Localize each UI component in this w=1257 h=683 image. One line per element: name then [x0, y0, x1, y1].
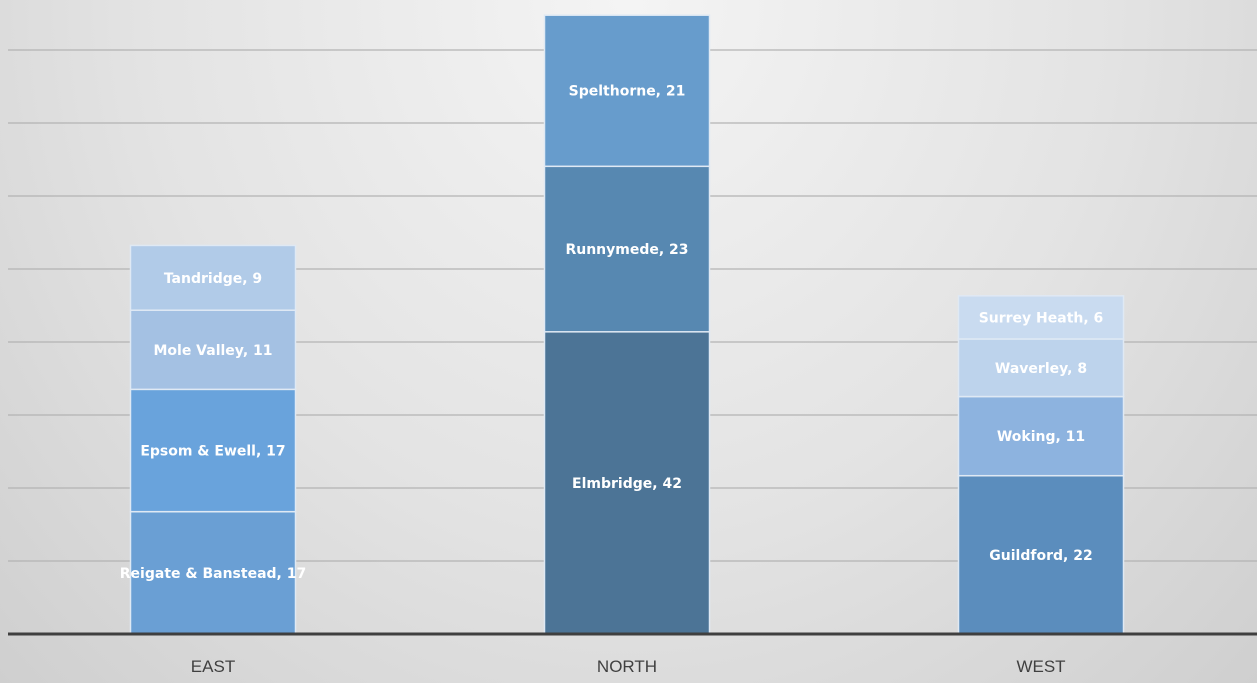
bar-segment — [129, 510, 297, 635]
category-label: NORTH — [597, 657, 657, 676]
bar-segment — [543, 14, 711, 168]
data-label: Waverley, 8 — [995, 361, 1087, 377]
data-label: Woking, 11 — [997, 429, 1085, 445]
bar-segment — [129, 309, 297, 391]
bar-segment — [129, 388, 297, 513]
data-label: Epsom & Ewell, 17 — [140, 444, 285, 460]
bar-segment — [543, 165, 711, 333]
bar-segment — [957, 474, 1125, 635]
bar-segment — [957, 395, 1125, 477]
data-label: Runnymede, 23 — [565, 242, 688, 258]
data-label: Tandridge, 9 — [164, 271, 262, 287]
data-label: Surrey Heath, 6 — [979, 310, 1104, 326]
bar-segment — [957, 295, 1125, 340]
category-label: EAST — [191, 657, 235, 676]
bar-segment — [957, 338, 1125, 398]
data-label: Guildford, 22 — [989, 548, 1092, 564]
bar-segment — [129, 244, 297, 311]
category-labels: EAST NORTH WEST — [191, 657, 1066, 676]
bar-segment — [543, 331, 711, 635]
data-label: Spelthorne, 21 — [569, 84, 686, 100]
data-label: Elmbridge, 42 — [572, 476, 682, 492]
data-label: Reigate & Banstead, 17 — [120, 566, 306, 582]
data-label: Mole Valley, 11 — [153, 343, 272, 359]
bar-stacks: Reigate & Banstead, 17 Epsom & Ewell, 17 M… — [120, 14, 1125, 635]
category-label: WEST — [1016, 657, 1065, 676]
